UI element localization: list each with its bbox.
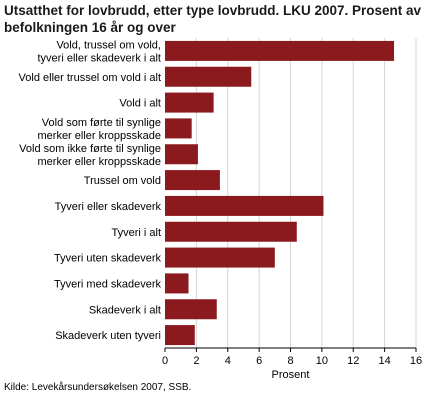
- x-axis-label: Prosent: [272, 369, 310, 381]
- x-tick-label: 4: [225, 355, 231, 367]
- bar: [165, 118, 192, 139]
- bars: [165, 40, 395, 346]
- x-tick-label: 6: [256, 355, 262, 367]
- bar: [165, 273, 189, 294]
- category-label: Tyveri uten skadeverk: [54, 253, 161, 265]
- category-label: Vold, trussel om vold, tyveri eller skade…: [38, 39, 162, 64]
- bar: [165, 40, 395, 61]
- bar: [165, 221, 297, 242]
- bar: [165, 66, 252, 87]
- category-label: Vold eller trussel om vold i alt: [19, 72, 161, 84]
- category-labels: Vold, trussel om vold, tyveri eller skade…: [19, 39, 162, 342]
- x-tick-label: 2: [193, 355, 199, 367]
- category-label: Tyveri eller skadeverk: [55, 201, 162, 213]
- bar: [165, 325, 195, 346]
- chart-title: Utsatthet for lovbrudd, etter type lovbr…: [4, 3, 422, 35]
- category-label: Trussel om vold: [84, 175, 161, 187]
- category-label: Tyveri i alt: [111, 227, 161, 239]
- x-tick-label: 0: [162, 355, 168, 367]
- x-tick-labels: 0 2 4 6 8 10 12 14 16: [162, 348, 422, 367]
- category-label: Skadeverk uten tyveri: [55, 330, 161, 342]
- x-tick-label: 14: [379, 355, 391, 367]
- bar: [165, 247, 275, 268]
- category-label: Vold som ikke førte til synlige merker el…: [19, 143, 161, 168]
- category-label: Vold i alt: [119, 98, 161, 110]
- category-label: Skadeverk i alt: [89, 304, 161, 316]
- x-tick-label: 16: [410, 355, 422, 367]
- bar: [165, 170, 220, 191]
- source-note: Kilde: Levekårsundersøkelsen 2007, SSB.: [4, 382, 192, 393]
- x-tick-label: 12: [347, 355, 359, 367]
- bar: [165, 299, 217, 320]
- category-label: Vold som førte til synlige merker eller k…: [38, 117, 162, 142]
- bar: [165, 92, 214, 113]
- x-tick-label: 10: [316, 355, 328, 367]
- grid-lines: [195, 38, 417, 348]
- category-label: Tyveri med skadeverk: [54, 278, 161, 290]
- bar: [165, 144, 198, 165]
- bar: [165, 195, 324, 216]
- x-tick-label: 8: [287, 355, 293, 367]
